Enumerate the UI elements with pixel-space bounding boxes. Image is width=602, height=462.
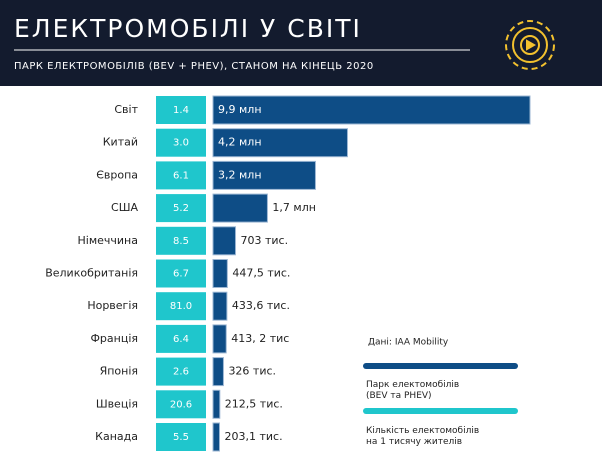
bar: [212, 389, 221, 419]
chart-subtitle: ПАРК ЕЛЕКТРОМОБІЛІВ (BEV + PHEV), СТАНОМ…: [14, 61, 374, 72]
rate-box: [156, 226, 206, 255]
bar: [212, 95, 531, 125]
bar: [212, 357, 224, 387]
rate-box: [156, 324, 206, 353]
value-label: 433,6 тис.: [232, 299, 290, 312]
rate-box: [156, 96, 206, 124]
legend-label: Кількість електомобілів на 1 тисячу жител…: [366, 426, 479, 447]
rate-label: 6.1: [173, 170, 189, 181]
rate-label: 8.5: [173, 236, 189, 247]
source: Дані: IAA Mobility: [368, 338, 449, 348]
rate-box: [156, 292, 206, 321]
bar: [212, 160, 316, 190]
value-label: 4,2 млн: [218, 136, 262, 149]
rate-box: [156, 259, 206, 288]
value-label: 3,2 млн: [218, 168, 262, 181]
rate-label: 81.0: [170, 301, 192, 312]
header: [0, 0, 602, 86]
value-label: 413, 2 тис: [231, 332, 289, 345]
category-label: Канада: [95, 430, 138, 443]
bar: [212, 193, 268, 223]
bar: [212, 422, 221, 452]
rate-label: 5.5: [173, 432, 189, 443]
rate-box: [156, 194, 206, 223]
rate-label: 1.4: [173, 105, 189, 116]
category-label: Великобританія: [45, 267, 138, 280]
value-label: 203,1 тис.: [225, 430, 283, 443]
value-label: 326 тис.: [228, 365, 276, 378]
bar: [212, 259, 228, 288]
rate-label: 6.4: [173, 334, 189, 345]
category-label: Швеція: [96, 397, 138, 410]
rate-label: 2.6: [173, 367, 189, 378]
gear-icon: [505, 20, 555, 70]
rate-box: [156, 390, 206, 419]
bar: [212, 128, 348, 158]
category-label: Світ: [114, 103, 138, 116]
value-label: 703 тис.: [241, 234, 289, 247]
category-label: Німеччина: [78, 234, 138, 247]
bar: [212, 226, 237, 256]
category-label: Японія: [100, 365, 138, 378]
value-label: 447,5 тис.: [232, 267, 290, 280]
category-label: Китай: [103, 136, 138, 149]
rate-label: 5.2: [173, 203, 189, 214]
value-label: 212,5 тис.: [225, 397, 283, 410]
bar: [212, 324, 227, 354]
bar: [212, 291, 228, 321]
rate-box: [156, 357, 206, 386]
category-label: Європа: [96, 168, 138, 181]
value-label: 1,7 млн: [272, 201, 316, 214]
value-label: 9,9 млн: [218, 103, 262, 116]
rate-label: 20.6: [170, 399, 192, 410]
category-label: Норвегія: [87, 299, 138, 312]
rate-box: [156, 423, 206, 451]
chart-title: ЕЛЕКТРОМОБІЛІ У СВІТІ: [14, 14, 362, 43]
rate-box: [156, 128, 206, 157]
category-label: США: [111, 201, 138, 214]
rate-label: 3.0: [173, 138, 189, 149]
rate-label: 6.7: [173, 269, 189, 280]
category-label: Франція: [90, 332, 138, 345]
legend-label: Парк електомобілів (BEV та PHEV): [366, 380, 459, 401]
rate-box: [156, 161, 206, 190]
